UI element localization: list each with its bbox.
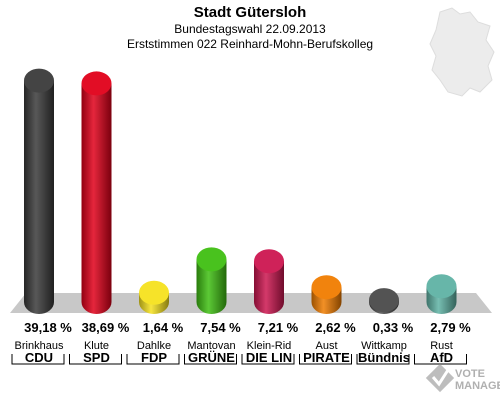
- candidate-label: Dahlke: [137, 340, 171, 352]
- bar-grüne: [196, 247, 227, 314]
- candidate-label: Klute: [84, 340, 109, 352]
- bar-body: [24, 80, 54, 315]
- value-label: 7,54 %: [200, 320, 241, 335]
- value-label: 1,64 %: [143, 320, 184, 335]
- chart-title: Stadt Gütersloh: [194, 4, 307, 21]
- value-label: 38,69 %: [82, 320, 130, 335]
- bar-body: [196, 259, 227, 314]
- bar-cdu: [24, 68, 54, 315]
- party-bracket: [184, 354, 237, 365]
- party-label: CDU: [25, 350, 53, 365]
- candidate-label: Mantovan: [187, 340, 235, 352]
- party-label: PIRATE: [303, 350, 350, 365]
- bar-top: [311, 275, 342, 300]
- party-label: DIE LIN: [246, 350, 292, 365]
- party-bracket: [356, 354, 410, 365]
- bar-spd: [81, 71, 112, 315]
- logo-line-2: MANAGER: [455, 380, 500, 392]
- chart-subtitle-2: Erststimmen 022 Reinhard-Mohn-Berufskoll…: [127, 37, 373, 51]
- bar-top: [254, 249, 284, 274]
- bar-afd: [426, 274, 457, 314]
- bar-top: [426, 274, 457, 299]
- candidate-label: Rust: [430, 340, 453, 352]
- bar-body: [254, 261, 284, 314]
- candidate-label: Klein-Rid: [247, 340, 292, 352]
- bar-top: [196, 247, 227, 272]
- bar-top: [81, 71, 112, 96]
- candidate-label: Wittkamp: [361, 340, 407, 352]
- candidate-label: Aust: [315, 340, 337, 352]
- bar-top: [139, 280, 169, 305]
- party-bracket: [299, 354, 352, 365]
- party-bracket: [126, 354, 180, 365]
- bar-bündnis: [369, 288, 399, 314]
- party-bracket: [414, 354, 467, 365]
- bar-body: [81, 83, 112, 315]
- bar-pirate: [311, 275, 342, 314]
- germany-map-icon: [429, 7, 495, 97]
- party-bracket: [11, 354, 65, 365]
- party-label: SPD: [83, 350, 110, 365]
- bar-fdp: [139, 280, 169, 314]
- value-label: 2,79 %: [430, 320, 471, 335]
- value-label: 0,33 %: [373, 320, 414, 335]
- party-bracket: [69, 354, 122, 365]
- value-label: 2,62 %: [315, 320, 356, 335]
- party-bracket: [241, 354, 295, 365]
- logo-line-1: VOTE: [455, 368, 485, 380]
- party-label: GRÜNE: [188, 350, 235, 365]
- bar-top: [24, 68, 54, 93]
- party-label: Bündnis: [358, 350, 410, 365]
- chart-subtitle-1: Bundestagswahl 22.09.2013: [174, 22, 326, 36]
- bar-die-lin: [254, 249, 284, 314]
- value-label: 39,18 %: [24, 320, 72, 335]
- votemanager-logo: VOTE MANAGER: [425, 363, 500, 393]
- bar-top: [369, 288, 399, 313]
- party-label: FDP: [141, 350, 167, 365]
- value-label: 7,21 %: [258, 320, 299, 335]
- party-label: AfD: [430, 350, 453, 365]
- candidate-label: Brinkhaus: [15, 340, 64, 352]
